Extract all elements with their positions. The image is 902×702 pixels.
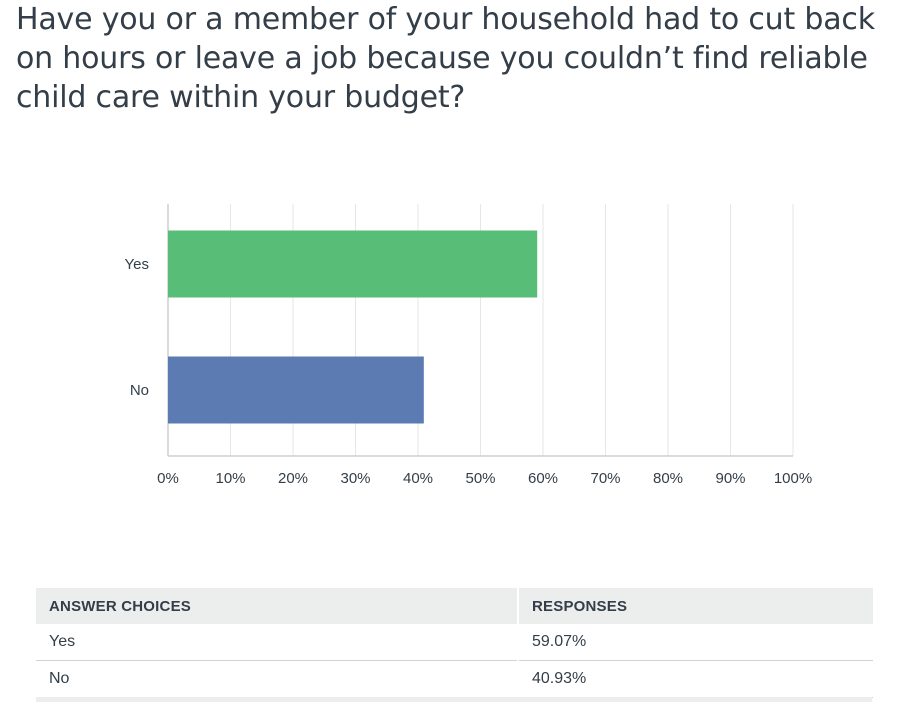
question-title: Have you or a member of your household h…: [16, 2, 875, 115]
x-tick-label: 20%: [278, 470, 308, 487]
responses-header: RESPONSES: [517, 588, 873, 624]
category-label: No: [130, 382, 149, 399]
table-header-row: ANSWER CHOICES RESPONSES: [36, 588, 873, 624]
response-cell: 59.07%: [517, 624, 873, 661]
chart-category-labels: Yes No: [125, 256, 149, 399]
x-tick-label: 50%: [465, 470, 495, 487]
response-cell: 40.93%: [517, 660, 873, 698]
answer-choice-cell: No: [36, 660, 518, 698]
category-label: Yes: [125, 256, 149, 273]
x-tick-label: 10%: [215, 470, 245, 487]
chart-bars: [168, 230, 538, 424]
bar-yes: [168, 230, 538, 298]
chart-x-tick-labels: 0% 10% 20% 30% 40% 50% 60% 70% 80% 90% 100%: [157, 470, 812, 487]
answer-choices-header: ANSWER CHOICES: [36, 588, 518, 624]
table-footer-strip: [36, 697, 872, 702]
response-table: ANSWER CHOICES RESPONSES Yes 59.07% No 4…: [36, 588, 873, 698]
bar-no: [168, 356, 424, 424]
x-tick-label: 30%: [340, 470, 370, 487]
bar-chart: Yes No 0% 10% 20% 30% 40% 50% 60% 70% 80% 90% 100%: [125, 204, 812, 487]
x-tick-label: 90%: [715, 470, 745, 487]
table-row: No 40.93%: [36, 660, 873, 698]
x-tick-label: 70%: [590, 470, 620, 487]
x-tick-label: 60%: [528, 470, 558, 487]
x-tick-label: 100%: [774, 470, 812, 487]
x-tick-label: 40%: [403, 470, 433, 487]
x-tick-label: 80%: [653, 470, 683, 487]
answer-choice-cell: Yes: [36, 624, 518, 661]
table-row: Yes 59.07%: [36, 624, 873, 661]
x-tick-label: 0%: [157, 470, 179, 487]
